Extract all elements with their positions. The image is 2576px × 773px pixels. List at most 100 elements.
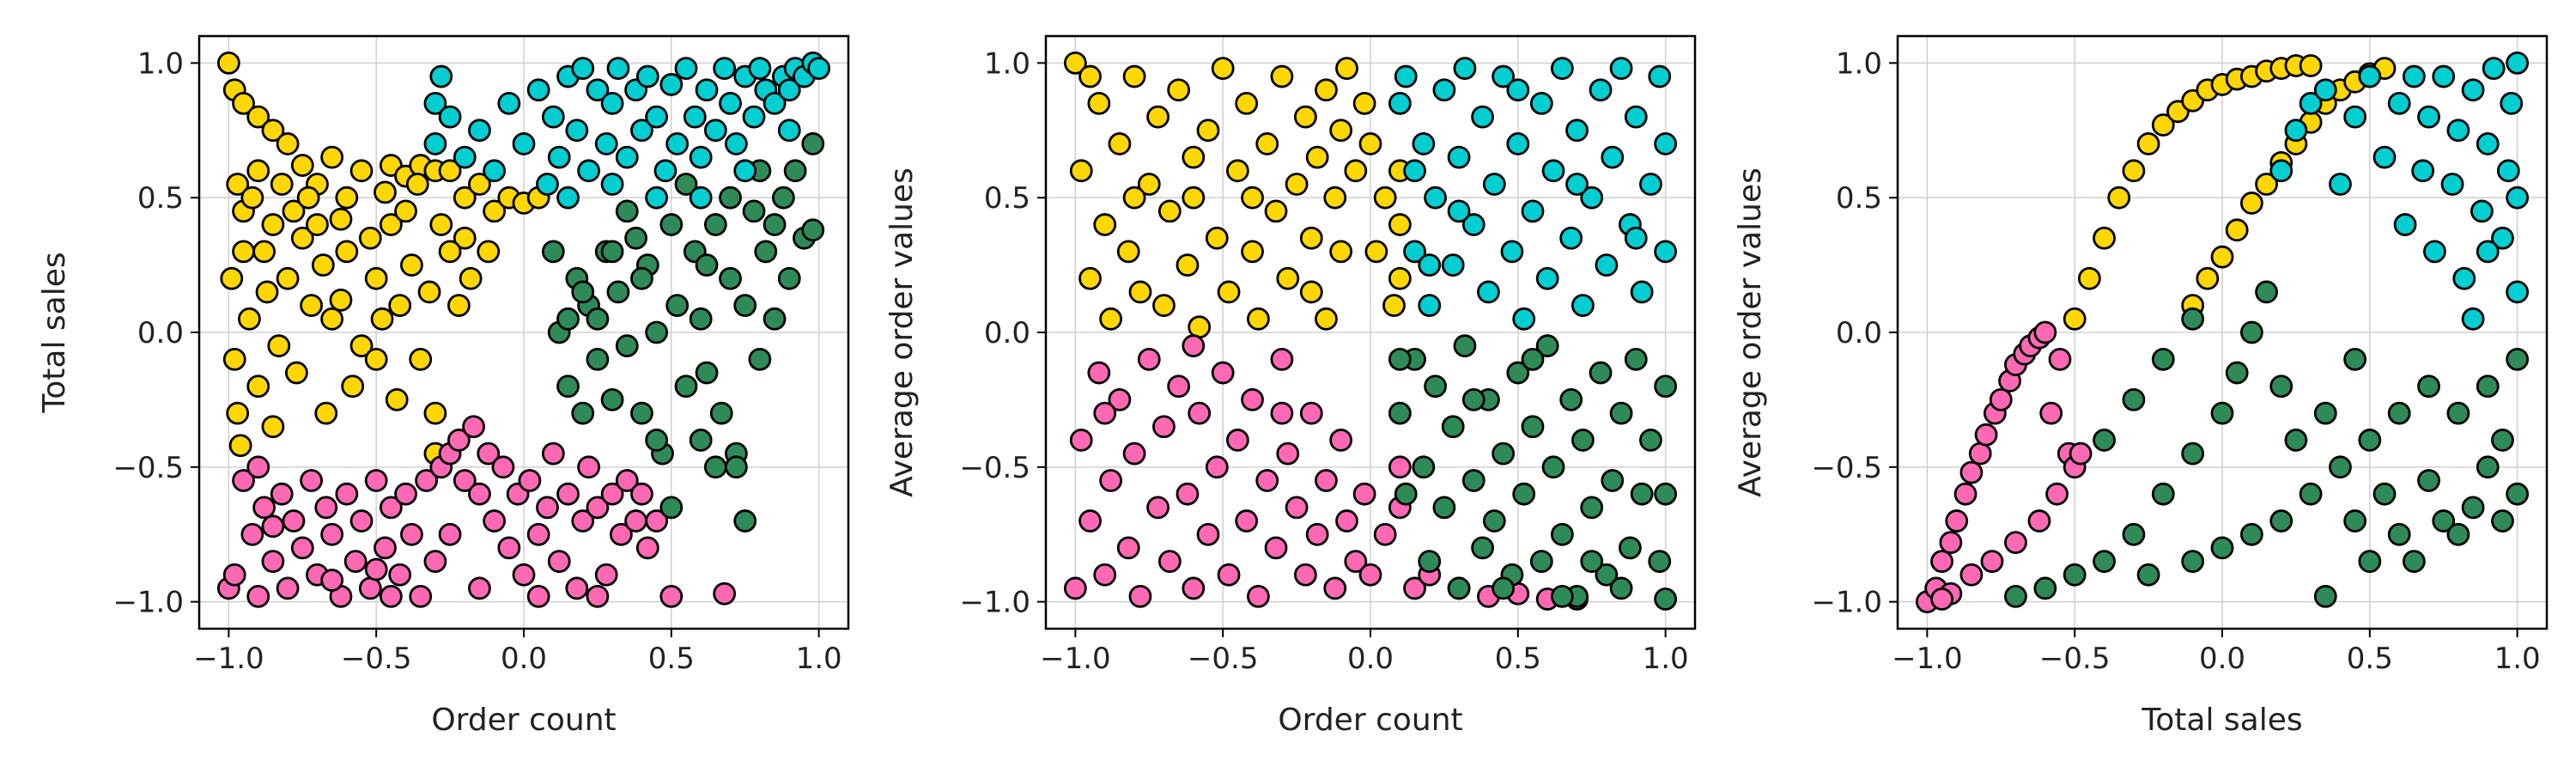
scatter-point: [296, 186, 320, 210]
scatter-point: [261, 213, 285, 236]
scatter-point: [341, 374, 365, 399]
scatter-point: [742, 105, 766, 129]
scatter-point: [665, 132, 690, 155]
scatter-point: [1648, 550, 1672, 573]
scatter-point: [1492, 64, 1516, 88]
chart-1-x-axis-label: Order count: [431, 703, 616, 738]
scatter-point: [1619, 536, 1642, 560]
scatter-point: [600, 173, 624, 196]
scatter-point: [1939, 531, 1963, 555]
scatter-point: [270, 173, 294, 196]
scatter-point: [320, 569, 344, 592]
scatter-point: [733, 159, 757, 183]
x-tick-label: 0.0: [1347, 642, 1394, 676]
scatter-point: [2122, 388, 2146, 411]
scatter-point: [1601, 469, 1625, 492]
scatter-point: [1315, 469, 1338, 492]
scatter-point: [1264, 199, 1288, 223]
scatter-point: [329, 207, 353, 231]
scatter-point: [270, 482, 294, 506]
scatter-point: [2482, 57, 2506, 81]
scatter-point: [1196, 522, 1220, 546]
scatter-point: [1188, 315, 1212, 339]
scatter-point: [1471, 536, 1494, 560]
scatter-point: [1122, 186, 1146, 210]
y-tick-label: −0.5: [112, 451, 184, 485]
chart-1-marks: [216, 51, 831, 608]
scatter-point: [1447, 199, 1471, 223]
scatter-point: [659, 584, 683, 608]
x-tick-label: −1.0: [1892, 642, 1963, 676]
scatter-point: [300, 469, 323, 492]
scatter-point: [1382, 294, 1406, 318]
scatter-point: [725, 455, 748, 479]
scatter-point: [1137, 173, 1161, 196]
scatter-point: [556, 374, 580, 399]
scatter-point: [417, 280, 441, 304]
scatter-point: [1529, 550, 1553, 573]
scatter-point: [1512, 307, 1536, 331]
chart-2-ticks: −1.0 −0.5 0.0 0.5 1.0 −1.0 −0.5 0.0 0.5 1.0: [959, 46, 1688, 676]
scatter-point: [1344, 550, 1368, 573]
scatter-point: [2269, 509, 2293, 533]
scatter-point: [447, 294, 471, 318]
scatter-point: [733, 509, 757, 533]
scatter-point: [438, 159, 462, 183]
scatter-point: [1196, 119, 1220, 143]
scatter-point: [748, 347, 772, 371]
scatter-point: [1945, 509, 1969, 533]
scatter-point: [2136, 563, 2160, 587]
scatter-point: [477, 441, 501, 466]
scatter-point: [1217, 563, 1241, 587]
scatter-point: [1521, 199, 1545, 223]
scatter-point: [462, 415, 485, 439]
scatter-point: [2506, 482, 2530, 506]
scatter-point: [606, 57, 630, 81]
scatter-point: [2329, 455, 2352, 479]
scatter-point: [2284, 429, 2308, 452]
scatter-point: [2440, 173, 2464, 196]
scatter-point: [547, 145, 571, 169]
scatter-point: [2239, 522, 2263, 546]
scatter-point: [1654, 587, 1678, 611]
scatter-point: [1565, 173, 1589, 196]
scatter-point: [2343, 105, 2367, 129]
chart-3-x-axis-label: Total sales: [2141, 703, 2302, 738]
scatter-point: [1453, 334, 1477, 358]
y-tick-label: 0.0: [1836, 316, 1882, 350]
scatter-point: [615, 334, 639, 358]
y-tick-label: 0.0: [984, 316, 1030, 350]
chart-3-ticks: −1.0 −0.5 0.0 0.5 1.0 −1.0 −0.5 0.0 0.5 1.0: [1811, 46, 2540, 676]
y-tick-label: 1.0: [137, 46, 184, 81]
scatter-point: [1624, 347, 1648, 371]
scatter-point: [556, 307, 580, 331]
scatter-point: [1241, 388, 1264, 411]
scatter-point: [719, 186, 742, 210]
scatter-point: [240, 522, 264, 546]
x-tick-label: −1.0: [1040, 642, 1111, 676]
scatter-point: [594, 563, 618, 587]
scatter-point: [1122, 441, 1146, 466]
scatter-point: [246, 159, 270, 183]
scatter-point: [1461, 388, 1485, 411]
scatter-point: [630, 119, 653, 143]
scatter-point: [2033, 576, 2057, 600]
scatter-point: [2461, 496, 2485, 520]
scatter-point: [497, 536, 521, 560]
scatter-point: [1344, 159, 1368, 183]
scatter-point: [1441, 415, 1465, 439]
scatter-point: [2372, 145, 2397, 169]
scatter-point: [1276, 441, 1300, 466]
scatter-point: [385, 388, 409, 411]
scatter-point: [1388, 92, 1412, 115]
scatter-point: [1418, 253, 1442, 277]
y-tick-label: 0.0: [137, 316, 184, 350]
scatter-point: [400, 522, 423, 546]
scatter-point: [261, 550, 285, 573]
scatter-point: [1529, 92, 1553, 115]
scatter-point: [1299, 226, 1323, 250]
scatter-point: [2343, 509, 2367, 533]
scatter-point: [1128, 280, 1152, 304]
scatter-point: [415, 469, 439, 492]
x-tick-label: −0.5: [2039, 642, 2111, 676]
